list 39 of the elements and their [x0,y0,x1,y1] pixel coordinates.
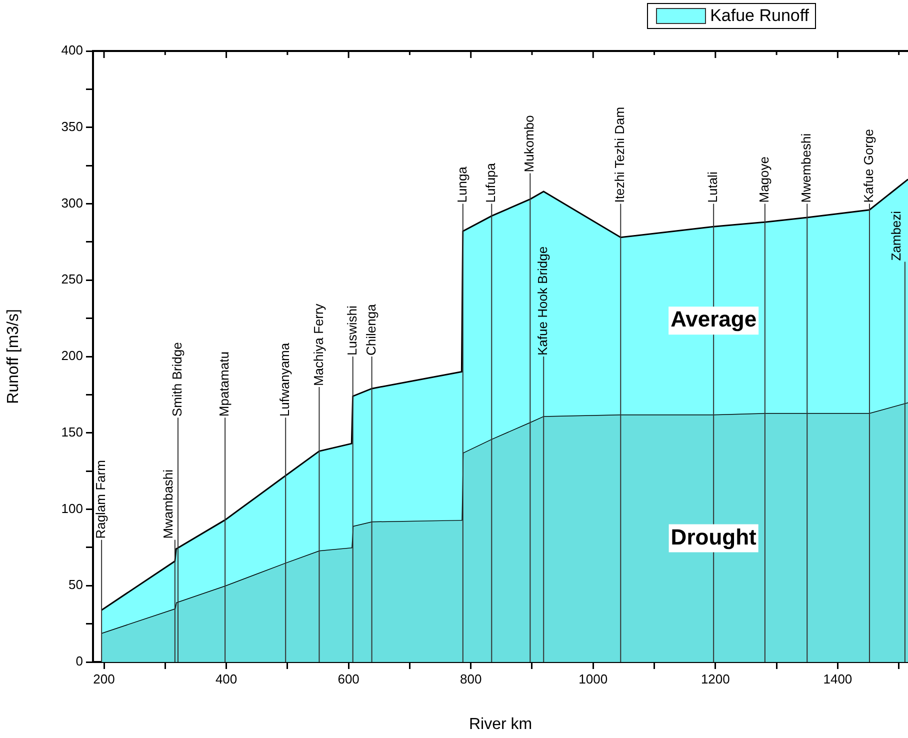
y-tick-label: 300 [61,195,83,210]
ref-line-label: Lutali [705,172,720,203]
x-tick-label: 400 [215,671,238,686]
ref-line-label: Machiya Ferry [310,303,326,386]
x-tick-label: 1200 [700,671,730,686]
ref-line-label: Kafue Gorge [861,129,876,203]
ref-line-label: Luswishi [344,306,360,356]
ref-line-label: Chilenga [363,303,378,356]
ref-line-label: Magoye [756,156,772,203]
y-tick-label: 250 [61,272,83,287]
ref-line-label: Kafue Hook Bridge [535,246,550,356]
x-tick-label: 200 [93,671,115,686]
x-tick-label: 600 [338,671,360,686]
ref-line-label: Itezhi Tezhi Dam [612,106,628,203]
y-tick-label: 400 [61,42,83,58]
ref-line-label: Mwambashi [160,469,176,539]
ref-line-label: Zambezi [888,210,904,261]
ref-line-label: Lufupa [483,162,498,203]
ref-line-label: Mpatamatu [216,352,232,417]
x-tick-label: 800 [460,671,482,686]
y-tick-label: 100 [61,500,83,516]
ref-line-label: Raglam Farm [93,460,108,539]
x-tick-label: 1400 [823,671,852,686]
y-axis-title: Runoff [m3/s] [5,309,22,404]
ref-line-label: Mwembeshi [798,133,814,203]
x-tick-label: 1000 [578,671,608,686]
y-tick-label: 50 [68,577,83,592]
ref-line-label: Lunga [454,166,470,203]
legend-title: Kafue Runoff [710,6,809,26]
ref-line-label: Lufwanyama [277,342,292,417]
x-axis-title: River km [468,716,532,733]
y-tick-label: 150 [61,424,83,440]
ref-line-label: Smith Bridge [170,342,185,417]
series-label: Average [670,306,757,332]
ref-line-label: Mukombo [522,115,537,172]
y-tick-label: 200 [61,348,83,364]
y-tick-label: 0 [76,654,83,669]
series-label: Drought [670,524,758,550]
y-tick-label: 350 [61,118,83,134]
